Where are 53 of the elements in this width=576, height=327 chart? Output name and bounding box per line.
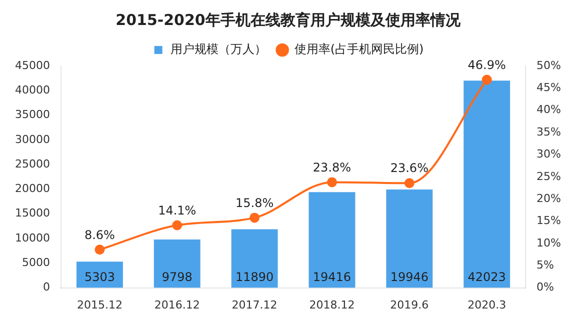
- bar: [231, 229, 278, 288]
- y-tick-label: 30000: [14, 132, 50, 146]
- bar: [464, 80, 510, 288]
- y-tick-label: 15000: [14, 206, 50, 220]
- y-tick-label: 20000: [14, 182, 50, 196]
- legend-label: 用户规模（万人）: [170, 42, 266, 56]
- y2-tick-label: 50%: [536, 58, 562, 72]
- data-label: 15.8%: [235, 196, 274, 210]
- y2-tick-label: 35%: [536, 125, 562, 138]
- y-tick-label: 0: [42, 280, 50, 294]
- data-label: 46.9%: [468, 58, 506, 72]
- x-tick-label: 2018.12: [309, 298, 355, 312]
- y2-tick-label: 30%: [536, 148, 562, 161]
- point: [250, 212, 260, 223]
- point: [404, 178, 414, 188]
- x-tick-label: 2019.6: [390, 298, 429, 312]
- data-label: 11890: [235, 270, 274, 284]
- data-label: 14.1%: [158, 203, 196, 218]
- y2-tick-label: 45%: [536, 81, 562, 94]
- data-label: 42023: [468, 270, 506, 284]
- y-tick-label: 10000: [14, 231, 50, 244]
- x-tick-label: 2020.3: [468, 298, 506, 312]
- y-tick-label: 40000: [14, 84, 50, 97]
- data-label: 9798: [162, 270, 192, 284]
- y-tick-label: 5000: [22, 256, 50, 270]
- y2-tick-label: 10%: [536, 236, 562, 250]
- y-tick-label: 25000: [14, 157, 50, 170]
- point: [172, 220, 182, 230]
- bar: [308, 192, 356, 288]
- y2-tick-label: 15%: [536, 214, 562, 228]
- legend-label: 使用率(占手机网民比例): [294, 42, 424, 56]
- y2-tick-label: 0%: [536, 280, 554, 294]
- point: [94, 244, 105, 255]
- y2-tick-label: 25%: [536, 170, 562, 183]
- data-label: 8.6%: [84, 228, 115, 242]
- x-tick-label: 2015.12: [76, 298, 122, 312]
- point: [482, 74, 492, 85]
- data-label: 23.8%: [312, 160, 352, 174]
- chart-title: 2015-2020年手机在线教育用户规模及使用率情况: [116, 10, 462, 29]
- bar: [386, 189, 433, 288]
- data-label: 5303: [84, 270, 115, 284]
- x-tick-label: 2016.12: [154, 298, 200, 312]
- y2-tick-label: 40%: [536, 103, 562, 116]
- x-tick-label: 2017.12: [232, 298, 278, 312]
- bar: [154, 240, 200, 288]
- data-label: 19946: [390, 270, 429, 284]
- y-tick-label: 45000: [14, 58, 50, 72]
- y2-tick-label: 20%: [536, 192, 562, 205]
- y-tick-label: 35000: [14, 108, 50, 122]
- point: [326, 177, 337, 188]
- data-label: 19416: [312, 270, 352, 284]
- y2-tick-label: 5%: [536, 258, 554, 272]
- data-label: 23.6%: [390, 161, 428, 176]
